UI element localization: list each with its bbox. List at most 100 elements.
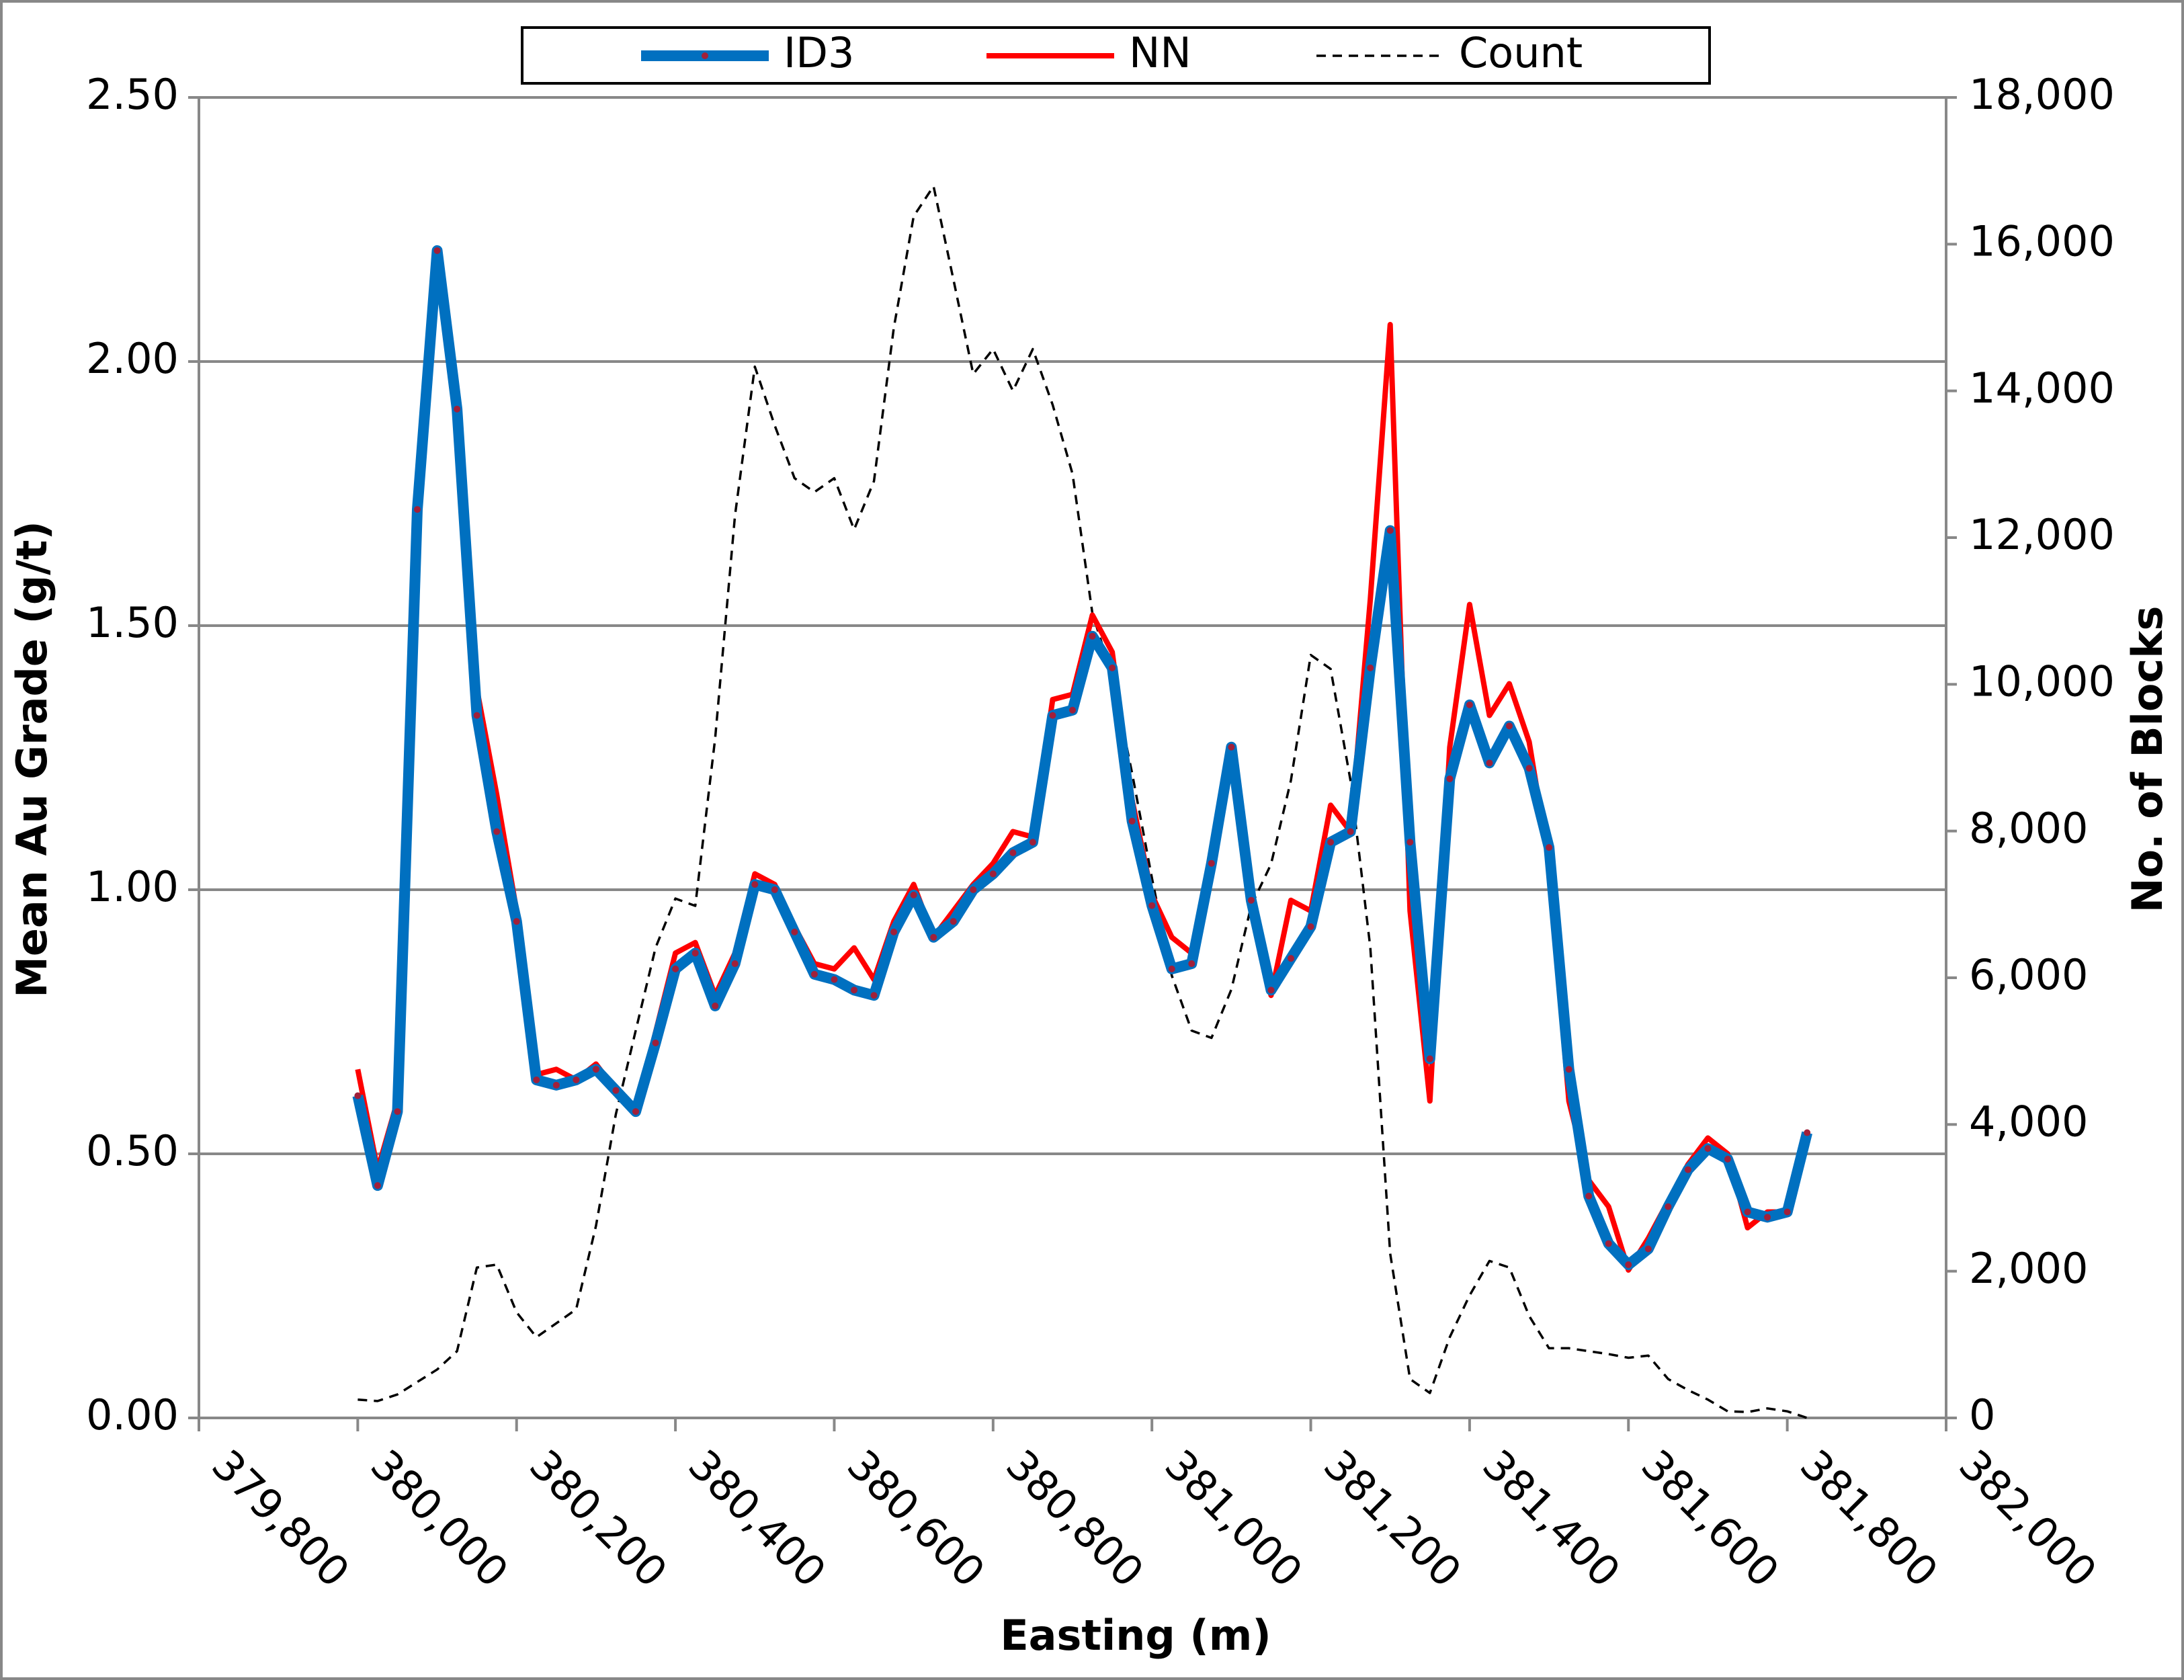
point-marker (851, 986, 857, 994)
y2-tick-label: 12,000 (1969, 510, 2115, 559)
point-marker (374, 1182, 381, 1189)
point-marker (1605, 1240, 1612, 1247)
point-marker (1546, 844, 1553, 851)
point-marker (612, 1087, 620, 1094)
point-marker (910, 891, 917, 898)
point-marker (1426, 1055, 1433, 1062)
point-marker (1347, 828, 1354, 835)
point-marker (1804, 1129, 1811, 1136)
y2-tick-label: 18,000 (1969, 70, 2115, 119)
point-marker (1049, 712, 1056, 719)
point-marker (1009, 849, 1017, 856)
point-marker (1288, 955, 1294, 962)
point-marker (771, 886, 778, 893)
point-marker (493, 828, 501, 835)
point-marker (433, 247, 441, 254)
point-marker (1665, 1203, 1672, 1210)
y-tick-label: 2.50 (86, 70, 179, 119)
point-marker (454, 405, 461, 413)
point-marker (394, 1108, 401, 1116)
point-marker (573, 1076, 580, 1083)
point-marker (950, 918, 957, 925)
y2-tick-label: 16,000 (1969, 216, 2115, 265)
point-marker (731, 960, 739, 968)
legend-label: ID3 (784, 28, 854, 77)
point-marker (1525, 765, 1533, 772)
point-marker (930, 933, 937, 941)
y-tick-label: 2.00 (86, 334, 179, 383)
point-marker (1247, 896, 1255, 904)
point-marker (1029, 839, 1036, 846)
legend-label: Count (1459, 28, 1583, 77)
y2-tick-label: 8,000 (1969, 804, 2089, 853)
point-marker (1704, 1145, 1712, 1152)
point-marker (1109, 664, 1116, 671)
point-marker (1684, 1166, 1691, 1173)
point-marker (831, 976, 838, 983)
point-marker (970, 886, 977, 893)
y2-tick-label: 10,000 (1969, 657, 2115, 706)
y-tick-label: 0.50 (86, 1126, 179, 1175)
point-marker (513, 918, 520, 925)
y2-tick-label: 6,000 (1969, 950, 2089, 999)
point-marker (1128, 817, 1136, 825)
point-marker (1327, 839, 1335, 846)
point-marker (1585, 1192, 1593, 1200)
point-marker (1783, 1208, 1791, 1216)
y-tick-label: 0.00 (86, 1390, 179, 1439)
y-tick-label: 1.00 (86, 862, 179, 911)
point-marker (1644, 1245, 1652, 1253)
point-marker (810, 970, 818, 978)
point-marker (1446, 775, 1454, 782)
series-line (358, 185, 1808, 1419)
point-marker (751, 881, 759, 888)
point-marker (552, 1081, 560, 1089)
point-marker (1625, 1261, 1632, 1269)
point-marker (1406, 839, 1414, 846)
point-marker (533, 1076, 540, 1083)
point-marker (473, 712, 480, 719)
point-marker (712, 1002, 719, 1009)
x-axis-title: Easting (m) (1000, 1611, 1271, 1660)
point-marker (1764, 1214, 1771, 1221)
point-marker (1208, 859, 1215, 867)
legend-marker (702, 52, 708, 59)
point-marker (1089, 632, 1096, 640)
point-marker (1188, 960, 1195, 968)
plot-area (198, 96, 1947, 1419)
point-marker (890, 928, 898, 935)
point-marker (1267, 986, 1275, 994)
point-marker (1069, 706, 1076, 714)
point-marker (354, 1092, 362, 1099)
point-marker (870, 992, 878, 999)
point-marker (672, 965, 679, 972)
y2-tick-label: 0 (1969, 1390, 1995, 1439)
point-marker (1744, 1208, 1751, 1216)
point-marker (414, 506, 421, 513)
point-marker (791, 928, 798, 935)
series-line (352, 245, 1812, 1271)
point-marker (592, 1066, 599, 1073)
point-marker (989, 870, 997, 878)
y-tick-label: 1.50 (86, 598, 179, 647)
point-marker (1386, 527, 1394, 534)
point-marker (1148, 902, 1156, 909)
y2-tick-label: 4,000 (1969, 1097, 2089, 1146)
point-marker (652, 1039, 659, 1046)
point-marker (1228, 743, 1235, 751)
y2-tick-label: 2,000 (1969, 1244, 2089, 1293)
point-marker (1724, 1155, 1731, 1163)
point-marker (1168, 965, 1175, 972)
point-marker (691, 950, 699, 957)
y-axis-title: Mean Au Grade (g/t) (7, 521, 56, 998)
point-marker (632, 1108, 639, 1116)
legend-label: NN (1129, 28, 1191, 77)
point-marker (1506, 722, 1513, 730)
y2-tick-label: 14,000 (1969, 364, 2115, 413)
point-marker (1466, 701, 1473, 708)
point-marker (1307, 923, 1314, 931)
point-marker (1486, 759, 1493, 767)
point-marker (1565, 1066, 1572, 1073)
y2-axis-title: No. of Blocks (2123, 606, 2172, 913)
